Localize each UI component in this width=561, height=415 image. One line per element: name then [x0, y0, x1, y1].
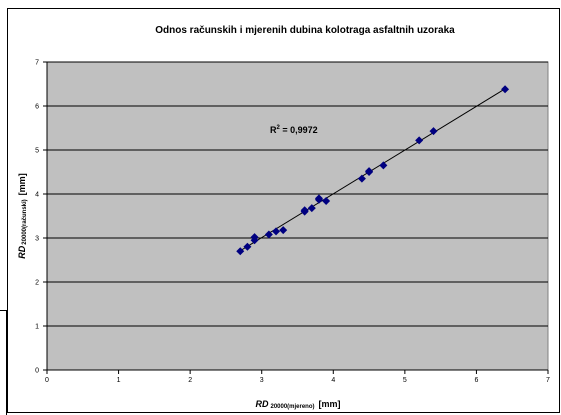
data-point: [236, 247, 245, 256]
x-tick-label: 3: [260, 377, 264, 384]
data-point: [250, 233, 259, 242]
x-tick-label: 7: [546, 377, 550, 384]
data-point: [379, 161, 388, 170]
data-point: [300, 206, 309, 215]
y-tick-label: 5: [35, 148, 39, 155]
y-tick-label: 7: [35, 60, 39, 67]
y-tick-label: 2: [35, 280, 39, 287]
r-squared-annotation: R2 = 0,9972: [270, 125, 318, 135]
y-tick-label: 0: [35, 368, 39, 375]
data-point: [272, 227, 281, 236]
y-axis-ticks: 0 1 2 3 4 5 6 7: [35, 60, 47, 375]
y-axis-label: RD20000(računski)[mm]: [17, 173, 28, 258]
data-point: [357, 174, 366, 183]
y-tick-label: 3: [35, 236, 39, 243]
y-tick-label: 4: [35, 192, 39, 199]
data-point: [429, 127, 438, 136]
x-tick-label: 0: [45, 377, 49, 384]
data-point: [501, 85, 510, 94]
x-tick-label: 2: [188, 377, 192, 384]
data-point: [279, 226, 288, 235]
x-tick-label: 4: [331, 377, 335, 384]
y-tick-label: 6: [35, 104, 39, 111]
data-point: [307, 204, 316, 213]
chart-title: Odnos računskih i mjerenih dubina kolotr…: [155, 25, 455, 36]
trendline: [239, 88, 506, 252]
x-tick-label: 1: [117, 377, 121, 384]
data-point: [243, 242, 252, 251]
data-point: [264, 230, 273, 239]
adjacent-frame-edge: [0, 310, 7, 415]
data-point: [322, 197, 331, 206]
data-points: [236, 85, 510, 256]
y-tick-label: 1: [35, 324, 39, 331]
x-tick-label: 5: [403, 377, 407, 384]
x-axis-ticks: 0 1 2 3 4 5 6 7: [45, 370, 550, 384]
x-tick-label: 6: [474, 377, 478, 384]
data-point: [415, 136, 424, 145]
data-point: [365, 167, 374, 176]
x-axis-label: RD 20000(mjereno) [mm]: [255, 399, 340, 410]
gridlines: [47, 61, 548, 327]
data-point: [314, 195, 323, 204]
